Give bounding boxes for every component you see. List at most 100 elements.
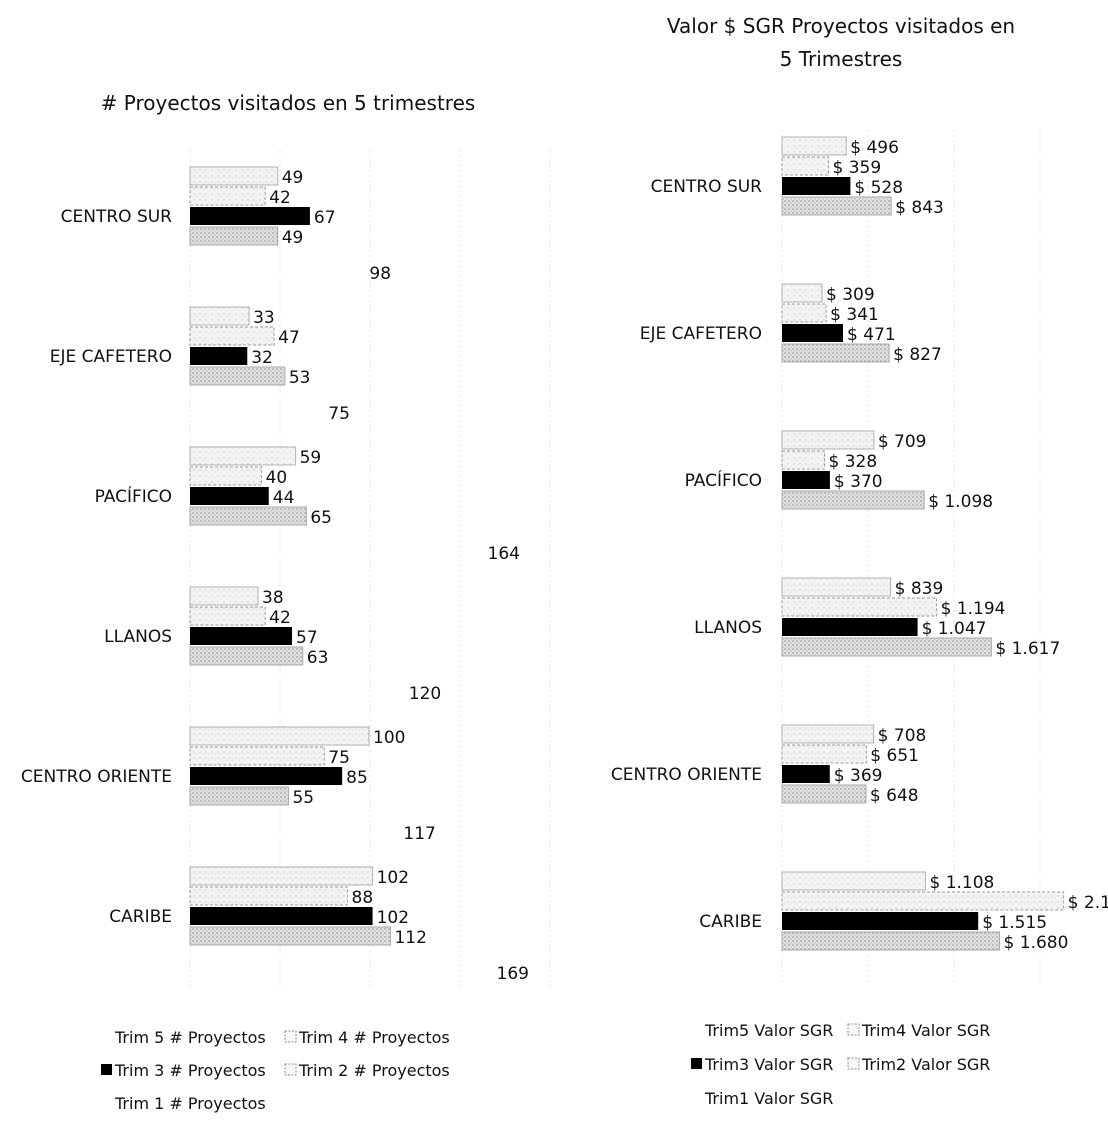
bar-trim5-valor-sgr [781, 283, 823, 303]
data-label-trim-2-proyectos: 65 [310, 508, 332, 528]
bar-trim3-valor-sgr [782, 618, 918, 636]
bar-trim2-valor-sgr [781, 196, 892, 216]
data-label-trim-5-proyectos: 49 [282, 168, 304, 188]
bar-trim5-valor-sgr [781, 577, 892, 597]
bar-trim3-valor-sgr [782, 912, 979, 930]
data-label-trim-5-proyectos: 38 [262, 588, 284, 608]
category-label: CENTRO ORIENTE [611, 765, 762, 785]
bar-trim-5-proyectos [189, 586, 259, 606]
bar-trim-3-proyectos [190, 207, 310, 225]
bar-trim-5-proyectos [189, 866, 374, 886]
data-label-trim-1-proyectos: 120 [409, 684, 441, 704]
category-label: CARIBE [109, 907, 172, 927]
data-label-trim3-valor-sgr: $ 471 [847, 325, 896, 345]
bar-trim-5-proyectos [189, 726, 370, 746]
legend-label: Trim2 Valor SGR [861, 1055, 990, 1074]
bar-trim-4-proyectos [189, 326, 275, 346]
data-label-trim-4-proyectos: 42 [269, 188, 291, 208]
bar-trim2-valor-sgr [781, 931, 1001, 951]
legend-label: Trim1 Valor SGR [704, 1089, 833, 1108]
right-chart-legend: Trim5 Valor SGR Trim4 Valor SGR Trim3 Valo… [691, 1021, 990, 1108]
right-group-centro-sur: CENTRO SUR $ 496$ 359$ 528$ 843 [651, 136, 944, 218]
legend-item-trim5-valor-sgr: Trim5 Valor SGR [704, 1021, 833, 1040]
category-label: CENTRO SUR [61, 207, 173, 227]
right-chart-gridlines [781, 130, 1041, 985]
data-label-trim-3-proyectos: 32 [251, 348, 273, 368]
legend-swatch [284, 1063, 297, 1076]
data-label-trim-1-proyectos: 117 [403, 824, 435, 844]
bar-trim-3-proyectos [190, 767, 343, 785]
data-label-trim4-valor-sgr: $ 651 [870, 746, 919, 766]
data-label-trim-3-proyectos: 57 [296, 628, 318, 648]
bar-trim5-valor-sgr [781, 136, 847, 156]
data-label-trim5-valor-sgr: $ 1.108 [929, 873, 994, 893]
data-label-trim-1-proyectos: 75 [328, 404, 350, 424]
bar-trim4-valor-sgr [781, 597, 938, 617]
bar-trim-4-proyectos [189, 606, 266, 626]
legend-item-trim-3-proyectos: Trim 3 # Proyectos [101, 1061, 266, 1080]
data-label-trim2-valor-sgr: $ 1.098 [928, 492, 993, 512]
data-label-trim-1-proyectos: 164 [488, 544, 520, 564]
category-label: PACÍFICO [685, 469, 762, 491]
bar-trim-2-proyectos [189, 786, 289, 806]
legend-label: Trim4 Valor SGR [861, 1021, 990, 1040]
data-label-trim2-valor-sgr: $ 843 [895, 198, 944, 218]
data-label-trim-4-proyectos: 42 [269, 608, 291, 628]
legend-swatch [847, 1023, 860, 1036]
bar-trim-3-proyectos [190, 487, 269, 505]
bar-trim5-valor-sgr [781, 871, 926, 891]
bar-trim-4-proyectos [189, 886, 349, 906]
right-chart: Valor $ SGR Proyectos visitados en 5 Tri… [611, 14, 1108, 1108]
bar-trim2-valor-sgr [781, 490, 925, 510]
legend-label: Trim 2 # Proyectos [298, 1061, 450, 1080]
data-label-trim4-valor-sgr: $ 341 [830, 305, 879, 325]
data-label-trim-1-proyectos: 169 [497, 964, 529, 984]
left-chart-gridlines [189, 150, 551, 990]
legend-item-trim-1-proyectos: Trim 1 # Proyectos [114, 1094, 266, 1113]
category-label: PACÍFICO [95, 485, 172, 507]
legend-swatch [691, 1058, 702, 1069]
data-label-trim4-valor-sgr: $ 328 [828, 452, 877, 472]
left-chart-title: # Proyectos visitados en 5 trimestres [101, 91, 476, 115]
category-label: LLANOS [104, 627, 172, 647]
bar-trim-2-proyectos [189, 506, 307, 526]
bar-trim-5-proyectos [189, 166, 279, 186]
category-label: EJE CAFETERO [50, 347, 172, 367]
bar-trim2-valor-sgr [781, 343, 890, 363]
data-label-trim-4-proyectos: 47 [278, 328, 300, 348]
legend-item-trim4-valor-sgr: Trim4 Valor SGR [847, 1021, 990, 1040]
bar-trim-4-proyectos [189, 746, 325, 766]
category-label: CARIBE [699, 912, 762, 932]
right-group-eje-cafetero: EJE CAFETERO $ 309$ 341$ 471$ 827 [640, 283, 942, 365]
legend-item-trim-5-proyectos: Trim 5 # Proyectos [114, 1028, 266, 1047]
data-label-trim-2-proyectos: 55 [292, 788, 314, 808]
legend-label: Trim 5 # Proyectos [114, 1028, 266, 1047]
bar-trim4-valor-sgr [781, 744, 867, 764]
data-label-trim-2-proyectos: 112 [394, 928, 426, 948]
bar-trim2-valor-sgr [781, 784, 867, 804]
data-label-trim-3-proyectos: 102 [377, 908, 409, 928]
bar-trim-5-proyectos [189, 306, 250, 326]
data-label-trim-5-proyectos: 33 [253, 308, 275, 328]
data-label-trim2-valor-sgr: $ 1.680 [1004, 933, 1069, 953]
bar-trim-4-proyectos [189, 466, 263, 486]
bar-trim-5-proyectos [189, 446, 297, 466]
bar-trim5-valor-sgr [781, 724, 875, 744]
legend-item-trim-2-proyectos: Trim 2 # Proyectos [284, 1061, 450, 1080]
data-label-trim-3-proyectos: 85 [346, 768, 368, 788]
right-chart-title-line-2: 5 Trimestres [780, 47, 903, 71]
data-label-trim-3-proyectos: 44 [273, 488, 295, 508]
bar-trim-2-proyectos [189, 366, 286, 386]
legend-swatch [847, 1057, 860, 1070]
bar-trim3-valor-sgr [782, 765, 830, 783]
data-label-trim5-valor-sgr: $ 709 [878, 432, 927, 452]
bar-trim4-valor-sgr [781, 303, 827, 323]
data-label-trim4-valor-sgr: $ 359 [832, 158, 881, 178]
data-label-trim-2-proyectos: 49 [282, 228, 304, 248]
data-label-trim3-valor-sgr: $ 369 [834, 766, 883, 786]
